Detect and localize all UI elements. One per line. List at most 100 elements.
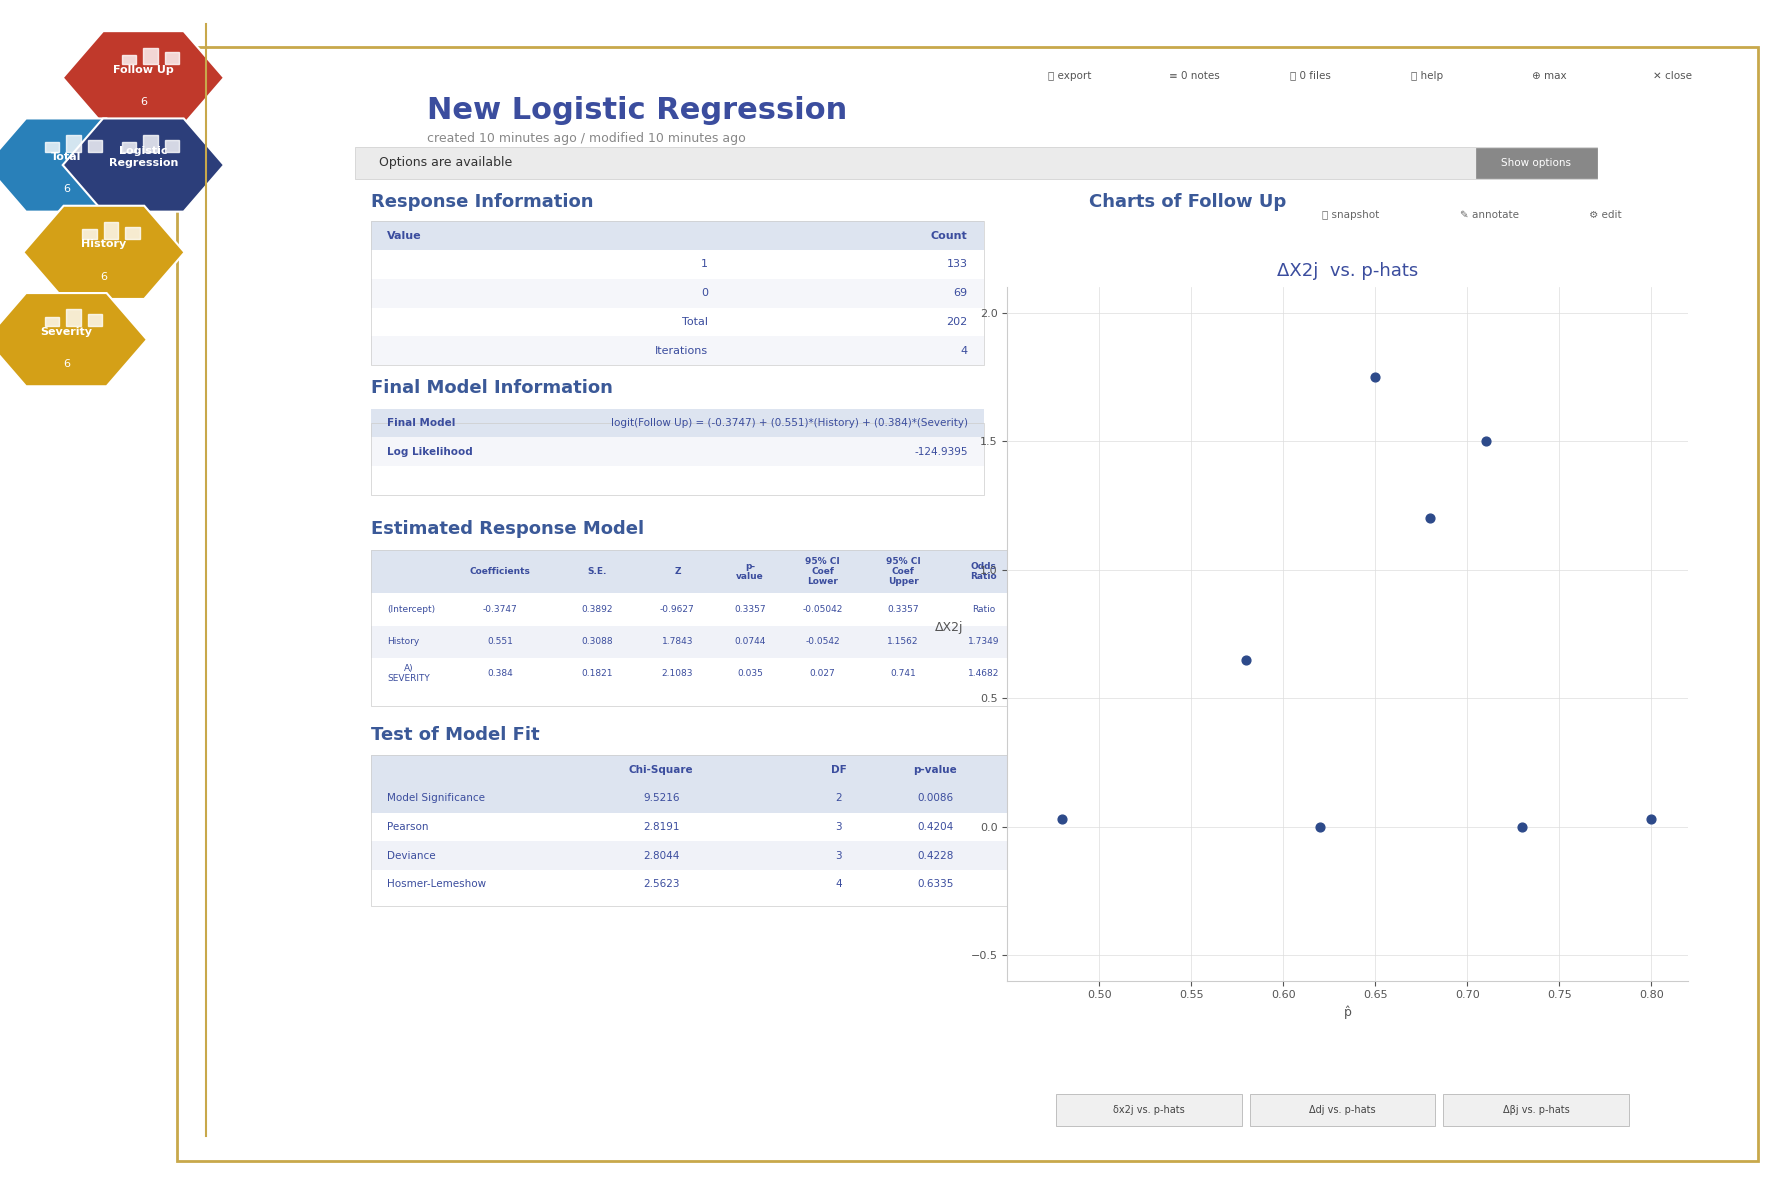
- Text: S.E.: S.E.: [588, 567, 606, 576]
- Text: 1: 1: [701, 260, 708, 269]
- Text: (Intercept): (Intercept): [387, 605, 435, 614]
- Text: 1.7843: 1.7843: [661, 637, 694, 646]
- FancyBboxPatch shape: [371, 221, 984, 250]
- Bar: [104, 222, 118, 239]
- Text: 0.4228: 0.4228: [918, 850, 953, 861]
- Text: 1.0274: 1.0274: [1041, 670, 1072, 678]
- Text: ❓ help: ❓ help: [1412, 71, 1443, 80]
- Bar: [45, 142, 59, 152]
- Text: Total: Total: [683, 317, 708, 327]
- Bar: [66, 135, 81, 152]
- Text: Final Model: Final Model: [387, 417, 455, 428]
- Text: 3: 3: [835, 850, 842, 861]
- Text: ⎙ export: ⎙ export: [1048, 71, 1091, 80]
- Text: A)
SEVERITY: A) SEVERITY: [387, 664, 430, 683]
- Text: 9.5216: 9.5216: [643, 793, 679, 804]
- Text: -0.9627: -0.9627: [659, 605, 695, 614]
- Text: p-value: p-value: [914, 764, 957, 775]
- Text: ⊕ max: ⊕ max: [1532, 71, 1566, 80]
- Text: 0.3088: 0.3088: [581, 637, 613, 646]
- FancyBboxPatch shape: [371, 438, 984, 466]
- Text: 0.551: 0.551: [487, 637, 513, 646]
- Text: 🗁 0 files: 🗁 0 files: [1290, 71, 1331, 80]
- Point: [1233, 649, 1262, 669]
- Text: 1.4682: 1.4682: [968, 670, 1000, 678]
- Text: Chi-Square: Chi-Square: [629, 764, 694, 775]
- Text: 3.1778: 3.1778: [1113, 637, 1145, 646]
- Text: 0: 0: [701, 288, 708, 298]
- Text: Model Significance: Model Significance: [387, 793, 486, 804]
- Text: 2.1083: 2.1083: [661, 670, 694, 678]
- Text: created 10 minutes ago / modified 10 minutes ago: created 10 minutes ago / modified 10 min…: [428, 133, 745, 145]
- FancyBboxPatch shape: [371, 626, 1177, 658]
- Text: 2.8191: 2.8191: [643, 822, 679, 832]
- Text: 2.5623: 2.5623: [643, 879, 679, 890]
- Text: Logistic
Regression: Logistic Regression: [109, 146, 177, 167]
- Point: [1048, 810, 1077, 829]
- Title: ΔX2j  vs. p-hats: ΔX2j vs. p-hats: [1278, 262, 1417, 280]
- Text: 2: 2: [835, 793, 842, 804]
- FancyBboxPatch shape: [371, 250, 984, 279]
- Text: δx2j vs. p-hats: δx2j vs. p-hats: [1113, 1105, 1185, 1115]
- Text: Hosmer-Lemeshow: Hosmer-Lemeshow: [387, 879, 486, 890]
- Text: Odds
Ratio: Odds Ratio: [971, 562, 996, 581]
- Text: Deviance: Deviance: [387, 850, 435, 861]
- Text: 0.4204: 0.4204: [918, 822, 953, 832]
- Text: 1.1562: 1.1562: [887, 637, 919, 646]
- Text: Options are available: Options are available: [380, 157, 513, 170]
- Bar: [125, 227, 140, 239]
- Point: [1416, 508, 1444, 527]
- Polygon shape: [63, 118, 224, 212]
- Text: DF: DF: [831, 764, 846, 775]
- Text: 6: 6: [140, 97, 147, 106]
- FancyBboxPatch shape: [1057, 1094, 1242, 1127]
- Text: Δβj vs. p-hats: Δβj vs. p-hats: [1503, 1105, 1570, 1115]
- Text: New Logistic Regression: New Logistic Regression: [428, 96, 848, 124]
- Bar: [122, 142, 136, 152]
- Bar: [165, 140, 179, 152]
- Text: 0.3357: 0.3357: [735, 605, 765, 614]
- Text: 6: 6: [100, 271, 108, 281]
- FancyBboxPatch shape: [371, 658, 1177, 690]
- Bar: [88, 315, 102, 327]
- Text: Coefficients: Coefficients: [470, 567, 530, 576]
- Text: Total: Total: [52, 152, 81, 161]
- Text: 2.098: 2.098: [1116, 670, 1142, 678]
- Point: [1471, 432, 1500, 451]
- FancyBboxPatch shape: [1444, 1094, 1629, 1127]
- Text: Z: Z: [674, 567, 681, 576]
- Bar: [82, 230, 97, 239]
- Text: -0.05042: -0.05042: [803, 605, 842, 614]
- Text: 1.7349: 1.7349: [968, 637, 1000, 646]
- Text: Test of Model Fit: Test of Model Fit: [371, 726, 539, 744]
- Text: 4: 4: [835, 879, 842, 890]
- Text: 0.6335: 0.6335: [918, 879, 953, 890]
- Text: 0.035: 0.035: [737, 670, 763, 678]
- X-axis label: p̂: p̂: [1344, 1006, 1351, 1019]
- Text: 0.1821: 0.1821: [581, 670, 613, 678]
- Bar: [165, 53, 179, 65]
- Text: History: History: [387, 637, 419, 646]
- Text: 0.3357: 0.3357: [887, 605, 919, 614]
- Polygon shape: [63, 31, 224, 124]
- FancyBboxPatch shape: [1251, 1094, 1435, 1127]
- Text: Ratio: Ratio: [973, 605, 995, 614]
- Text: Δdj vs. p-hats: Δdj vs. p-hats: [1310, 1105, 1376, 1115]
- Text: 2.8044: 2.8044: [643, 850, 679, 861]
- Text: 95% CI
Coef
Lower: 95% CI Coef Lower: [805, 556, 840, 586]
- Text: Response Information: Response Information: [371, 193, 593, 210]
- Text: 95% CI
Odds Ratio
Lower: 95% CI Odds Ratio Lower: [1029, 556, 1084, 586]
- Text: Iterations: Iterations: [654, 346, 708, 355]
- Polygon shape: [0, 293, 147, 386]
- Text: -0.3747: -0.3747: [482, 605, 518, 614]
- Text: 0.3892: 0.3892: [581, 605, 613, 614]
- Text: Charts of Follow Up: Charts of Follow Up: [1090, 193, 1287, 210]
- FancyBboxPatch shape: [371, 307, 984, 336]
- FancyBboxPatch shape: [371, 279, 984, 307]
- Text: 0.384: 0.384: [487, 670, 513, 678]
- Bar: [45, 317, 59, 327]
- FancyBboxPatch shape: [371, 871, 1016, 899]
- Text: 0.741: 0.741: [891, 670, 916, 678]
- FancyBboxPatch shape: [371, 409, 984, 438]
- FancyBboxPatch shape: [371, 336, 984, 365]
